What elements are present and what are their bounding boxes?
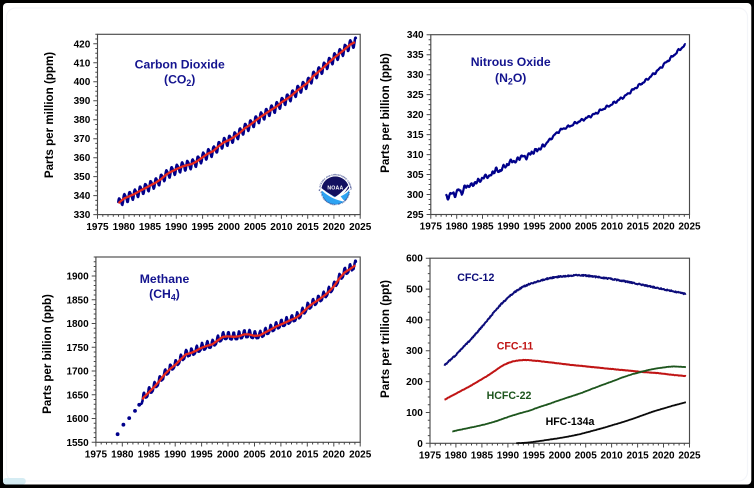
svg-text:2010: 2010	[601, 222, 624, 233]
svg-text:2010: 2010	[270, 222, 293, 233]
svg-text:2005: 2005	[575, 451, 598, 462]
svg-text:400: 400	[74, 77, 91, 88]
svg-text:2025: 2025	[349, 222, 372, 233]
svg-text:1990: 1990	[497, 222, 520, 233]
svg-text:1990: 1990	[165, 222, 188, 233]
svg-text:1995: 1995	[190, 450, 213, 461]
svg-text:315: 315	[407, 130, 424, 141]
svg-text:2020: 2020	[323, 450, 346, 461]
svg-text:2025: 2025	[349, 450, 372, 461]
svg-text:340: 340	[407, 30, 424, 41]
svg-text:350: 350	[74, 172, 91, 183]
svg-text:Carbon Dioxide: Carbon Dioxide	[135, 58, 225, 72]
svg-text:320: 320	[407, 110, 424, 121]
svg-text:500: 500	[406, 285, 423, 296]
svg-text:2015: 2015	[626, 451, 649, 462]
svg-text:2010: 2010	[270, 450, 293, 461]
svg-text:1980: 1980	[111, 450, 134, 461]
svg-text:310: 310	[407, 150, 424, 161]
svg-text:1550: 1550	[66, 438, 89, 449]
svg-text:1975: 1975	[419, 451, 442, 462]
svg-text:330: 330	[74, 210, 91, 221]
svg-text:2025: 2025	[678, 222, 701, 233]
svg-text:1980: 1980	[446, 222, 469, 233]
svg-text:1800: 1800	[66, 319, 89, 330]
svg-text:360: 360	[74, 153, 91, 164]
svg-text:2015: 2015	[627, 222, 650, 233]
svg-text:2005: 2005	[243, 450, 266, 461]
svg-text:2020: 2020	[652, 222, 675, 233]
svg-text:(CH4): (CH4)	[149, 287, 180, 303]
svg-text:1995: 1995	[523, 222, 546, 233]
svg-text:390: 390	[74, 96, 91, 107]
svg-text:1985: 1985	[471, 222, 494, 233]
svg-text:Parts per trillion (ppt): Parts per trillion (ppt)	[379, 280, 392, 398]
svg-text:300: 300	[407, 190, 424, 201]
svg-text:2015: 2015	[296, 450, 319, 461]
svg-text:2025: 2025	[678, 451, 701, 462]
svg-text:600: 600	[406, 254, 423, 265]
svg-text:1990: 1990	[497, 451, 520, 462]
svg-text:380: 380	[74, 115, 91, 126]
svg-text:370: 370	[74, 134, 91, 145]
svg-text:1990: 1990	[164, 450, 187, 461]
svg-text:400: 400	[406, 315, 423, 326]
svg-text:2000: 2000	[218, 222, 241, 233]
svg-text:1985: 1985	[471, 451, 494, 462]
svg-text:335: 335	[407, 50, 424, 61]
svg-text:305: 305	[407, 170, 424, 181]
svg-text:200: 200	[406, 377, 423, 388]
svg-text:330: 330	[407, 70, 424, 81]
svg-text:410: 410	[74, 58, 91, 69]
svg-text:Parts per million (ppm): Parts per million (ppm)	[43, 52, 56, 178]
svg-text:1995: 1995	[523, 451, 546, 462]
svg-text:Methane: Methane	[140, 272, 190, 286]
svg-text:1975: 1975	[86, 222, 109, 233]
svg-text:NOAA: NOAA	[327, 186, 343, 192]
svg-text:1995: 1995	[191, 222, 214, 233]
svg-text:2000: 2000	[549, 451, 572, 462]
svg-text:1850: 1850	[66, 295, 89, 306]
svg-text:Parts per billion (ppb): Parts per billion (ppb)	[41, 294, 54, 414]
svg-text:1980: 1980	[113, 222, 136, 233]
svg-text:CFC-12: CFC-12	[457, 272, 494, 284]
svg-text:340: 340	[74, 191, 91, 202]
svg-text:1985: 1985	[138, 450, 161, 461]
svg-text:2020: 2020	[652, 451, 675, 462]
svg-text:1980: 1980	[445, 451, 468, 462]
svg-text:2020: 2020	[323, 222, 346, 233]
svg-text:1750: 1750	[66, 343, 89, 354]
svg-text:CFC-11: CFC-11	[497, 341, 534, 353]
svg-text:2015: 2015	[297, 222, 320, 233]
svg-text:2000: 2000	[549, 222, 572, 233]
svg-text:420: 420	[74, 39, 91, 50]
svg-text:100: 100	[406, 408, 423, 419]
svg-text:Nitrous Oxide: Nitrous Oxide	[471, 55, 551, 69]
svg-text:2005: 2005	[575, 222, 598, 233]
svg-text:1700: 1700	[66, 367, 89, 378]
svg-text:1975: 1975	[420, 222, 443, 233]
svg-text:0: 0	[417, 439, 423, 450]
svg-text:HFC-134a: HFC-134a	[546, 416, 595, 428]
svg-text:325: 325	[407, 90, 424, 101]
svg-text:(N2O): (N2O)	[495, 71, 526, 87]
svg-text:1975: 1975	[85, 450, 108, 461]
svg-text:2005: 2005	[244, 222, 267, 233]
svg-text:2010: 2010	[600, 451, 623, 462]
svg-text:1985: 1985	[139, 222, 162, 233]
svg-text:1650: 1650	[66, 390, 89, 401]
svg-text:1600: 1600	[66, 414, 89, 425]
svg-text:1900: 1900	[66, 272, 89, 283]
svg-text:(CO2): (CO2)	[164, 73, 195, 89]
svg-text:Parts per billion (ppb): Parts per billion (ppb)	[379, 53, 392, 173]
svg-text:2000: 2000	[217, 450, 240, 461]
svg-text:295: 295	[407, 210, 424, 221]
svg-text:300: 300	[406, 346, 423, 357]
svg-text:HCFC-22: HCFC-22	[487, 390, 532, 402]
